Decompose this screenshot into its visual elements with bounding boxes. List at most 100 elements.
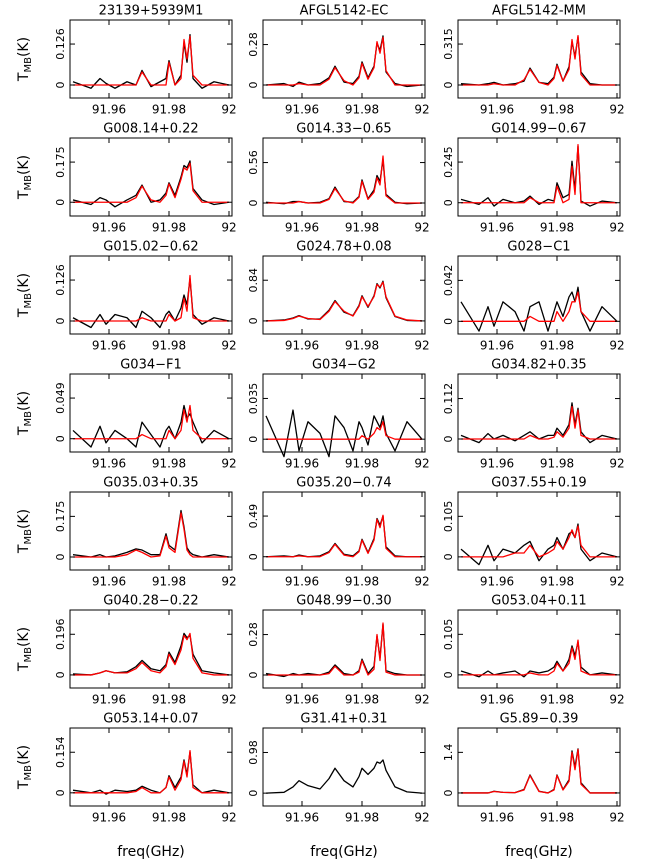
plot-frame [262,255,426,335]
panel: G024.78+0.08 91.96 91.98 92 0 0.84 [247,240,430,353]
x-tick-label: 91.98 [152,339,186,353]
x-tick-label: 92 [609,221,624,235]
x-tick-label: 91.96 [480,339,514,353]
spectrum-line [265,280,423,322]
x-tick-label: 91.96 [285,693,319,707]
y-tick-label: 0 [247,790,260,797]
y-tick-label: 0 [54,789,67,796]
spectrum-line [72,509,230,558]
x-tick-label: 91.96 [285,457,319,471]
x-tick-label: 92 [609,457,624,471]
y-axis-label: TMB(K) [16,37,34,82]
x-tick-label: 91.96 [92,103,126,117]
panel: G034−F1 91.96 91.98 92 0 0.049 TMB(K) [16,358,237,471]
x-tick-label: 91.98 [152,221,186,235]
y-axis-label-unit: (K) [16,273,32,293]
spectrum-line [460,145,618,207]
y-axis-label-sub: MB [23,647,34,663]
y-tick-label: 0 [247,82,260,89]
y-tick-label: 0 [54,82,67,89]
panel: G034.82+0.35 91.96 91.98 92 0 0.112 [442,358,625,471]
y-tick-label: 0 [54,671,67,678]
x-tick-label: 91.98 [152,693,186,707]
panel-title: G053.14+0.07 [103,712,198,727]
y-tick-label: 0 [442,199,455,206]
x-tick-label: 92 [609,103,624,117]
y-tick-label: 0 [247,200,260,207]
x-tick-label: 91.96 [92,221,126,235]
spectrum-line [460,402,618,444]
panel: G053.04+0.11 91.96 91.98 92 0 0.105 [442,594,625,707]
spectrum-line [266,155,422,204]
x-tick-label: 91.96 [285,339,319,353]
y-tick-label: 0.105 [442,501,455,533]
spectrum-line [73,404,229,440]
spectrum-line [460,641,618,678]
y-tick-label: 0 [442,436,455,443]
y-tick-label: 0 [247,672,260,679]
x-tick-label: 91.98 [345,811,379,825]
y-tick-label: 0 [442,789,455,796]
x-tick-label: 91.96 [92,457,126,471]
y-tick-label: 0.28 [247,622,260,647]
x-tick-label: 91.96 [480,221,514,235]
plot-frame [69,137,233,217]
y-tick-label: 0.049 [54,382,67,414]
x-tick-label: 92 [414,693,429,707]
y-axis-label-main: T [16,544,32,554]
y-axis-label-main: T [16,190,32,200]
panel-title: G040.28−0.22 [103,594,198,609]
panel-title: G035.03+0.35 [103,476,198,491]
spectrum-line [460,286,618,332]
panel: G014.33−0.65 91.96 91.98 92 0 0.56 [247,122,430,235]
x-tick-label: 92 [221,103,236,117]
panel-title: G31.41+0.31 [300,712,387,727]
x-tick-label: 91.98 [540,339,574,353]
y-tick-label: 0 [247,317,260,324]
y-tick-label: 0.175 [54,146,67,178]
y-axis-label-main: T [16,308,32,318]
panel-title: G034−G2 [312,358,376,373]
panel-title: G015.02−0.62 [103,240,198,255]
x-tick-label: 92 [414,811,429,825]
spectrum-line [265,515,422,558]
x-tick-label: 91.98 [540,693,574,707]
spectrum-line [461,291,617,322]
panel-title: G5.89−0.39 [500,712,579,727]
plot-frame [457,609,621,689]
spectrum-line [265,759,423,794]
plot-frame [262,491,426,571]
y-axis-label-unit: (K) [16,391,32,411]
y-axis-label: TMB(K) [16,391,34,436]
y-axis-label-main: T [16,72,32,82]
x-tick-label: 91.98 [540,103,574,117]
x-tick-label: 92 [221,457,236,471]
panel-title: G035.20−0.74 [296,476,391,491]
x-tick-label: 91.98 [345,457,379,471]
plot-frame [262,19,426,99]
spectrum-line [266,514,422,558]
y-axis-label-sub: MB [23,529,34,545]
plot-frame [457,373,621,453]
spectrum-line [72,404,230,448]
y-tick-label: 0.28 [247,32,260,57]
plot-frame [262,727,426,807]
x-tick-label: 91.96 [285,103,319,117]
panel: G053.14+0.07 91.96 91.98 92 0 0.154 TMB(K) freq… [16,712,237,861]
panel: G040.28−0.22 91.96 91.98 92 0 0.196 TMB(K) [16,594,237,707]
panel: AFGL5142-EC 91.96 91.98 92 0 0.28 [247,4,430,117]
y-axis-label-unit: (K) [16,745,32,765]
spectrum-line [265,159,423,205]
panel: AFGL5142-MM 91.96 91.98 92 0 0.315 [442,4,625,117]
panel-title: AFGL5142-MM [492,4,586,19]
y-axis-label-unit: (K) [16,155,32,175]
plot-frame [457,137,621,217]
plot-frame [69,491,233,571]
y-tick-label: 0.84 [247,268,260,293]
plot-frame [262,609,426,689]
plot-frame [457,19,621,99]
panel: G034−G2 91.96 91.98 92 0 0.035 [247,358,430,471]
x-tick-label: 91.96 [480,811,514,825]
x-axis-label: freq(GHz) [505,844,573,860]
x-tick-label: 91.96 [480,103,514,117]
